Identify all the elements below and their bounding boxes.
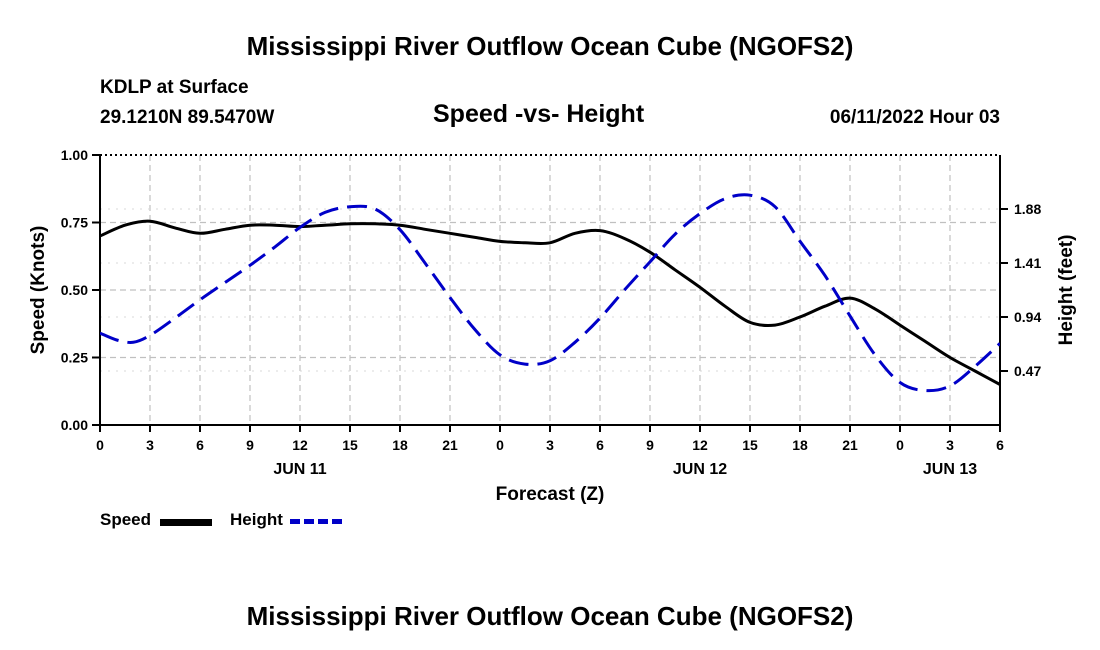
x-tick-label: 15 bbox=[742, 437, 758, 453]
series-speed-line bbox=[100, 219, 1000, 386]
legend-height-label: Height bbox=[230, 510, 283, 529]
x-tick-label: 3 bbox=[946, 437, 954, 453]
y2-tick-label: 1.41 bbox=[1014, 255, 1041, 271]
x-tick-label: 0 bbox=[496, 437, 504, 453]
x-tick-label: 9 bbox=[246, 437, 254, 453]
y2-axis-title: Height (feet) bbox=[1056, 235, 1077, 346]
x-tick-label: 6 bbox=[996, 437, 1004, 453]
x-tick-label: 0 bbox=[96, 437, 104, 453]
y2-tick-label: 0.94 bbox=[1014, 309, 1041, 325]
y-tick-label: 0.75 bbox=[61, 215, 88, 231]
x-tick-label: 21 bbox=[842, 437, 858, 453]
date-label: JUN 11 bbox=[273, 461, 326, 478]
y-tick-label: 0.25 bbox=[61, 350, 88, 366]
y-axis-title: Speed (Knots) bbox=[28, 226, 49, 355]
date-label: JUN 12 bbox=[673, 461, 727, 478]
x-tick-label: 12 bbox=[692, 437, 708, 453]
legend-speed-label: Speed bbox=[100, 510, 152, 529]
forecast-datetime: 06/11/2022 Hour 03 bbox=[829, 107, 1000, 128]
station-coords: 29.1210N 89.5470W bbox=[100, 107, 275, 128]
x-tick-label: 6 bbox=[196, 437, 204, 453]
x-tick-label: 15 bbox=[342, 437, 358, 453]
x-tick-label: 3 bbox=[146, 437, 154, 453]
page-title: Mississippi River Outflow Ocean Cube (NG… bbox=[246, 31, 854, 61]
x-tick-label: 6 bbox=[596, 437, 604, 453]
series-height-line bbox=[100, 193, 1000, 393]
x-tick-label: 0 bbox=[896, 437, 904, 453]
legend-height-swatch bbox=[290, 519, 342, 524]
y2-tick-label: 1.88 bbox=[1014, 201, 1041, 217]
y-tick-label: 0.50 bbox=[61, 282, 88, 298]
station-name: KDLP at Surface bbox=[100, 77, 249, 98]
x-tick-label: 21 bbox=[442, 437, 458, 453]
x-tick-label: 18 bbox=[792, 437, 808, 453]
x-tick-label: 3 bbox=[546, 437, 554, 453]
x-tick-label: 12 bbox=[292, 437, 308, 453]
date-label: JUN 13 bbox=[923, 461, 977, 478]
chart-title: Speed -vs- Height bbox=[433, 100, 645, 128]
legend-speed-swatch bbox=[160, 519, 212, 526]
y-tick-label: 0.00 bbox=[61, 417, 88, 433]
x-axis-title: Forecast (Z) bbox=[496, 484, 605, 505]
footer-title: Mississippi River Outflow Ocean Cube (NG… bbox=[246, 601, 854, 631]
y2-tick-label: 0.47 bbox=[1014, 363, 1041, 379]
x-tick-label: 9 bbox=[646, 437, 654, 453]
y-tick-label: 1.00 bbox=[61, 147, 88, 163]
x-tick-label: 18 bbox=[392, 437, 408, 453]
